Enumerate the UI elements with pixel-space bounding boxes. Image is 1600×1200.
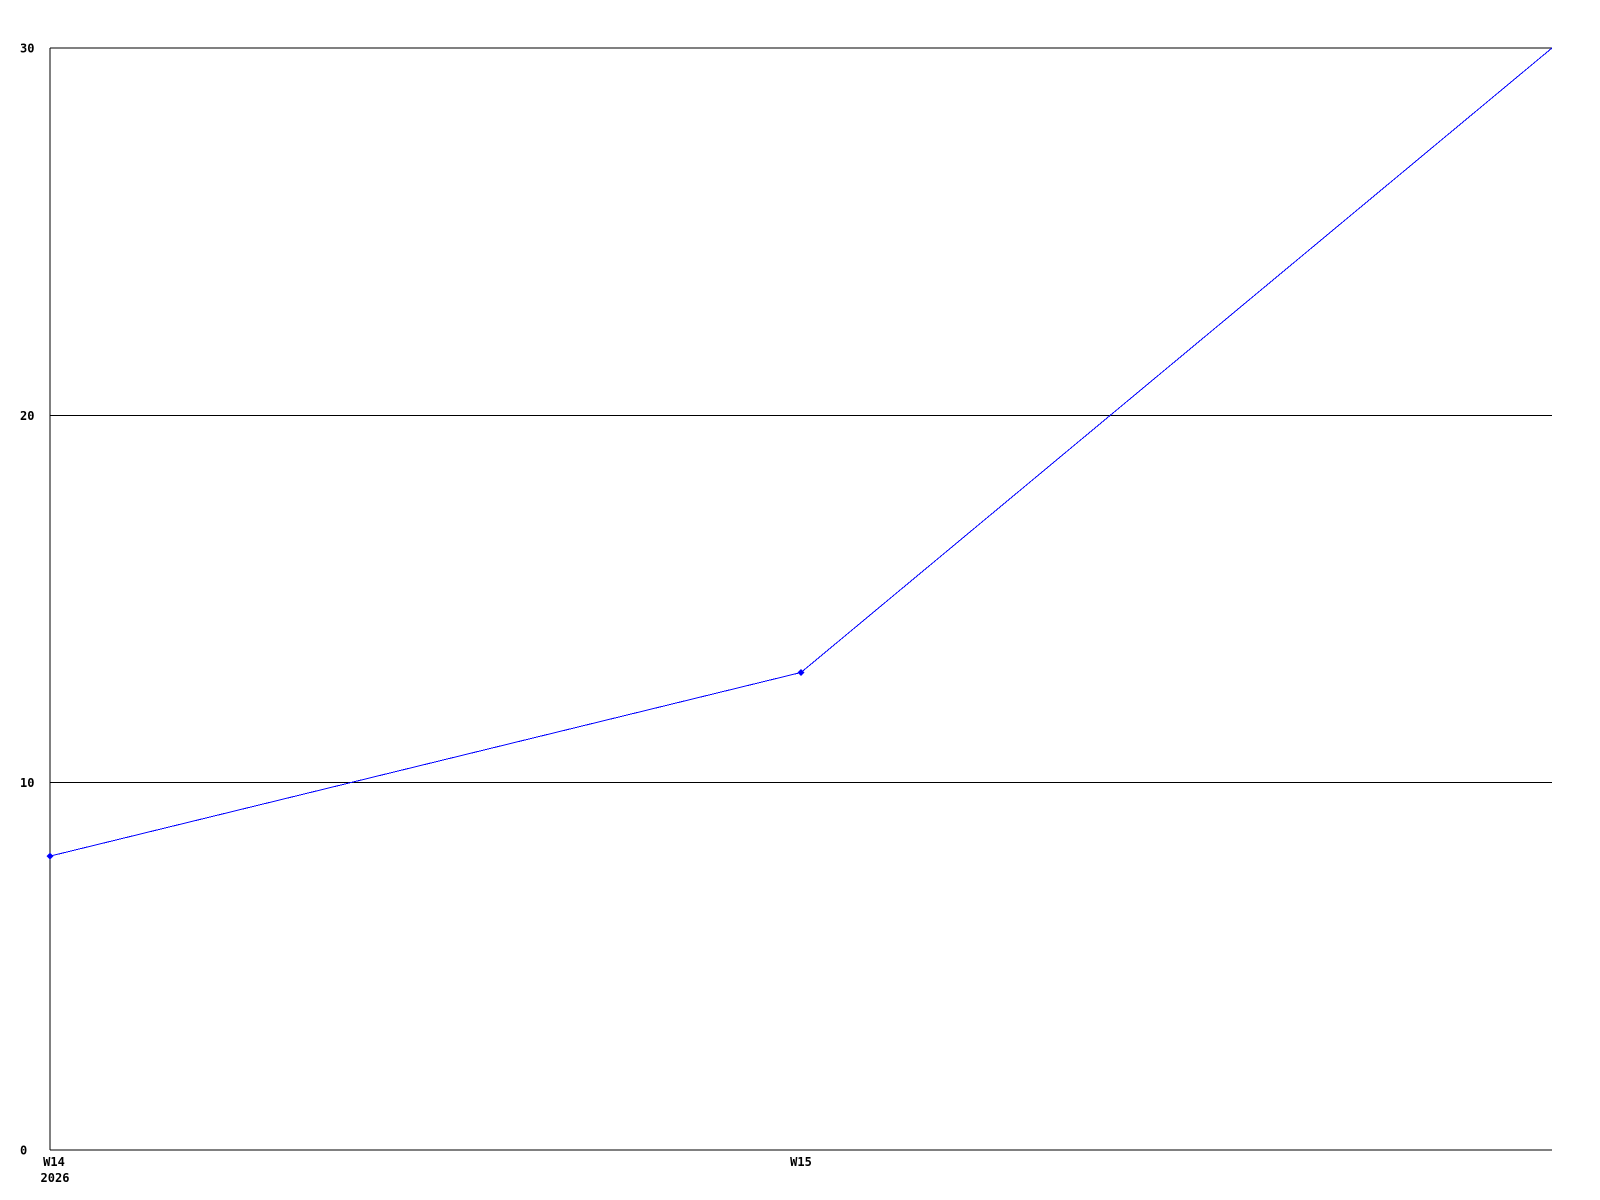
y-tick-label-0: 0 [20, 1144, 27, 1158]
y-tick-label-30: 30 [20, 42, 34, 56]
data-point-marker [797, 668, 805, 676]
data-point-marker [46, 852, 54, 860]
y-tick-label-20: 20 [20, 409, 34, 423]
x-tick-label-W14: W14 [43, 1155, 65, 1169]
x-year-label: 2026 [41, 1171, 70, 1185]
x-tick-label-W15: W15 [790, 1155, 812, 1169]
y-tick-label-10: 10 [20, 776, 34, 790]
data-line [49, 47, 1553, 857]
